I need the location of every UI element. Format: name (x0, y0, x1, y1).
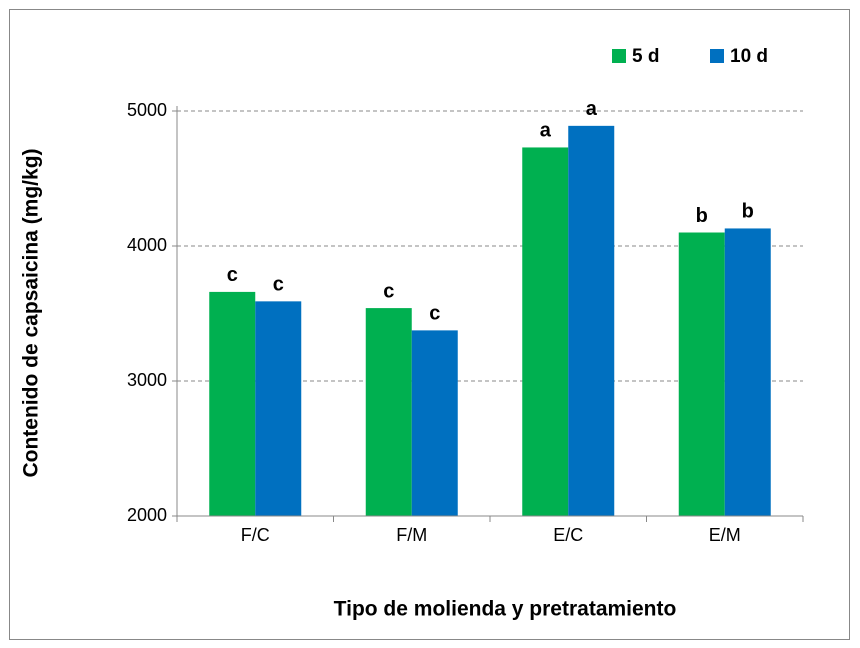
bar-letter: a (586, 98, 598, 120)
x-tick-label: F/M (396, 525, 427, 545)
bar-letter: b (696, 205, 708, 227)
y-tick-label: 5000 (127, 100, 167, 120)
bar (411, 330, 458, 516)
x-tick-label: F/C (241, 525, 270, 545)
bar (209, 291, 256, 516)
bar (678, 232, 725, 516)
y-tick-label: 2000 (127, 505, 167, 525)
legend-label: 10 d (730, 46, 768, 67)
bar (724, 228, 771, 516)
x-axis-title: Tipo de molienda y pretratamiento (334, 598, 677, 621)
bar (568, 125, 615, 516)
y-axis-title: Contenido de capsaicina (mg/kg) (20, 148, 43, 477)
bar-letter: b (742, 201, 754, 223)
bar-letter: a (540, 120, 552, 142)
bar (365, 308, 412, 516)
y-tick-label: 3000 (127, 370, 167, 390)
legend-label: 5 d (632, 46, 659, 67)
legend-swatch (612, 49, 626, 63)
bar (522, 147, 569, 516)
bar-letter: c (383, 280, 394, 302)
bar-letter: c (429, 303, 440, 325)
bar-letter: c (227, 264, 238, 286)
x-tick-label: E/C (553, 525, 583, 545)
x-tick-label: E/M (709, 525, 741, 545)
bar-letter: c (273, 274, 284, 296)
y-tick-label: 4000 (127, 235, 167, 255)
bar (255, 301, 302, 516)
legend-swatch (710, 49, 724, 63)
